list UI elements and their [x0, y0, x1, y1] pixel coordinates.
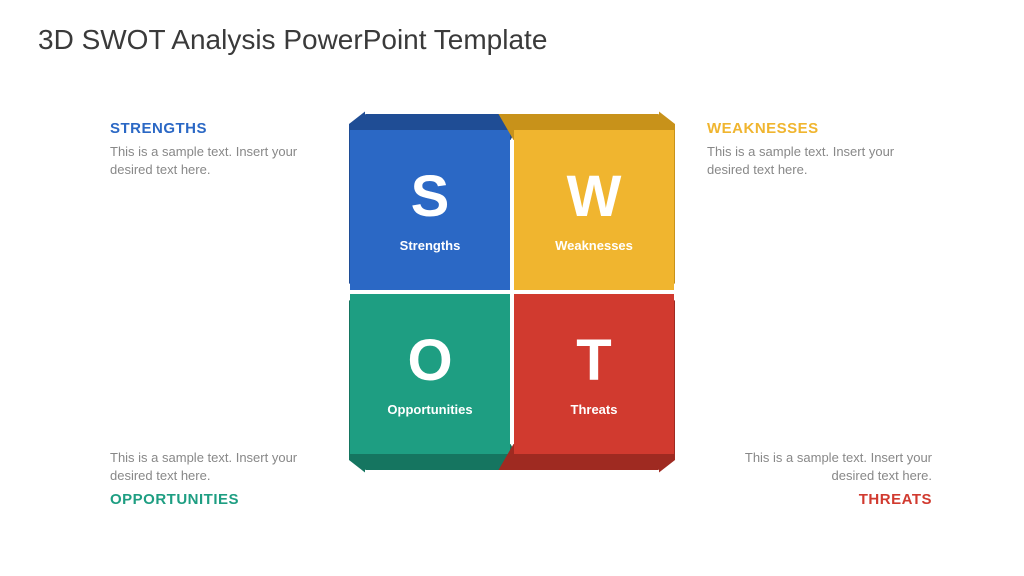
- cube-letter: W: [567, 168, 622, 226]
- cube-strengths: S Strengths: [350, 130, 510, 290]
- cube-label: Threats: [571, 402, 618, 417]
- cube-letter: S: [411, 168, 450, 226]
- cube-weaknesses: W Weaknesses: [514, 130, 674, 290]
- body-strengths: This is a sample text. Insert your desir…: [110, 143, 335, 179]
- cube-letter: O: [407, 332, 452, 390]
- text-block-strengths: STRENGTHS This is a sample text. Insert …: [110, 120, 335, 179]
- heading-strengths: STRENGTHS: [110, 120, 335, 137]
- cube-face: W Weaknesses: [514, 130, 674, 290]
- page-title: 3D SWOT Analysis PowerPoint Template: [38, 24, 547, 56]
- body-weaknesses: This is a sample text. Insert your desir…: [707, 143, 932, 179]
- heading-weaknesses: WEAKNESSES: [707, 120, 932, 137]
- heading-opportunities: OPPORTUNITIES: [110, 491, 335, 508]
- cube-face: T Threats: [514, 294, 674, 454]
- cube-grid: S Strengths W Weaknesses O Opportunities: [350, 130, 674, 454]
- text-block-threats: This is a sample text. Insert your desir…: [707, 449, 932, 508]
- text-block-opportunities: This is a sample text. Insert your desir…: [110, 449, 335, 508]
- swot-diagram: S Strengths W Weaknesses O Opportunities: [350, 130, 674, 454]
- cube-label: Weaknesses: [555, 238, 633, 253]
- cube-face: O Opportunities: [350, 294, 510, 454]
- cube-opportunities: O Opportunities: [350, 294, 510, 454]
- cube-label: Opportunities: [387, 402, 472, 417]
- cube-label: Strengths: [400, 238, 461, 253]
- heading-threats: THREATS: [707, 491, 932, 508]
- text-block-weaknesses: WEAKNESSES This is a sample text. Insert…: [707, 120, 932, 179]
- cube-threats: T Threats: [514, 294, 674, 454]
- body-threats: This is a sample text. Insert your desir…: [707, 449, 932, 485]
- cube-letter: T: [576, 332, 611, 390]
- body-opportunities: This is a sample text. Insert your desir…: [110, 449, 335, 485]
- cube-face: S Strengths: [350, 130, 510, 290]
